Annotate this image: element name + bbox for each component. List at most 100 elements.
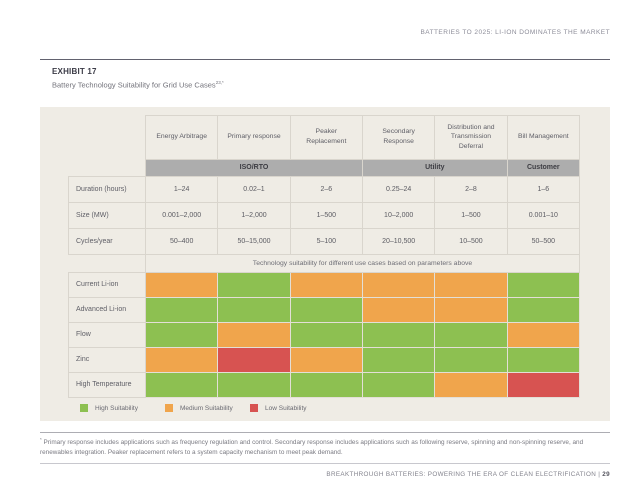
parameter-value-cell: 5–100 (289, 227, 363, 255)
suitability-cell-high (144, 321, 219, 348)
legend-label: Medium Suitability (180, 404, 233, 412)
legend-label: High Suitability (95, 404, 138, 412)
group-band-row: ISO/RTO Utility Customer (69, 158, 581, 177)
parameter-row: Duration (hours) 1–24 0.02–1 2–6 0.25–24 2–8 1… (68, 175, 581, 203)
parameter-value-cell: 0.02–1 (217, 175, 291, 203)
low-suitability-swatch-icon (250, 404, 258, 412)
parameter-value-cell: 1–500 (289, 201, 363, 229)
parameter-value-cell: 50–15,000 (217, 227, 291, 255)
technology-row-label: Advanced Li-ion (68, 296, 146, 323)
suitability-cell-low (217, 346, 291, 373)
suitability-legend: High Suitability Medium Suitability Low Su… (68, 398, 580, 419)
page-footer: BREAKTHROUGH BATTERIES: POWERING THE ERA… (40, 471, 610, 479)
parameter-row-label: Cycles/year (68, 227, 146, 255)
suitability-cell-medium (289, 271, 363, 298)
column-header: Distribution and Transmission Deferral (434, 114, 508, 160)
parameter-value-cell: 50–400 (144, 227, 219, 255)
suitability-cell-medium (217, 321, 291, 348)
parameter-value-cell: 1–2,000 (217, 201, 291, 229)
column-header-row: Energy Arbitrage Primary response Peaker R… (69, 114, 581, 160)
header-rule (40, 59, 610, 60)
suitability-cell-medium (289, 346, 363, 373)
exhibit-title-text: Battery Technology Suitability for Grid … (52, 80, 216, 90)
suitability-cell-high (217, 296, 291, 323)
page-header-title: BATTERIES TO 2025: LI-ION DOMINATES THE … (420, 29, 610, 36)
group-band-iso-rto: ISO/RTO (145, 158, 363, 177)
column-header: Bill Management (506, 114, 581, 160)
medium-suitability-swatch-icon (165, 404, 173, 412)
suitability-banner: Technology suitability for different use… (145, 253, 580, 273)
suitability-cell-high (361, 371, 436, 398)
suitability-cell-high (361, 321, 436, 348)
legend-label: Low Suitability (265, 404, 307, 412)
technology-row: Zinc (68, 346, 581, 373)
suitability-cell-high (289, 321, 363, 348)
footnote-rule-top (40, 431, 610, 433)
suitability-cell-high (289, 371, 363, 398)
parameter-value-cell: 0.001–2,000 (144, 201, 219, 229)
page-number: 29 (602, 471, 610, 479)
legend-item-low: Low Suitability (250, 404, 307, 412)
exhibit-title-superscript: 23,* (215, 80, 224, 85)
parameter-value-cell: 2–6 (289, 175, 363, 203)
suitability-cell-high (506, 271, 581, 298)
corner-cell (69, 115, 146, 159)
suitability-cell-medium (434, 271, 508, 298)
suitability-cell-high (506, 296, 581, 323)
parameter-value-cell: 1–500 (434, 201, 508, 229)
suitability-cell-high (144, 371, 219, 398)
column-header: Energy Arbitrage (144, 114, 219, 160)
parameter-value-cell: 1–6 (506, 175, 581, 203)
technology-row: Current Li-ion (68, 271, 581, 298)
suitability-cell-low (506, 371, 581, 398)
column-header: Primary response (217, 114, 291, 160)
group-band-utility: Utility (361, 158, 508, 177)
parameter-value-cell: 50–500 (506, 227, 581, 255)
exhibit-title: Battery Technology Suitability for Grid … (52, 78, 610, 91)
parameter-value-cell: 0.25–24 (361, 175, 436, 203)
suitability-cell-medium (434, 371, 508, 398)
exhibit-table-block: Energy Arbitrage Primary response Peaker R… (40, 106, 610, 421)
footnote-rule-bottom (40, 463, 610, 465)
technology-row-label: Current Li-ion (68, 271, 146, 298)
parameter-value-cell: 0.001–10 (506, 201, 581, 229)
suitability-cell-high (217, 271, 291, 298)
suitability-cell-high (506, 346, 581, 373)
suitability-cell-medium (361, 271, 436, 298)
column-header: Peaker Replacement (289, 114, 363, 160)
footnote-marker: * (40, 436, 42, 442)
technology-row-label: High Temperature (68, 371, 146, 398)
suitability-table: Energy Arbitrage Primary response Peaker R… (68, 114, 581, 398)
suitability-cell-high (289, 296, 363, 323)
high-suitability-swatch-icon (80, 404, 88, 412)
banner-spacer-cell (69, 254, 146, 272)
parameter-row: Size (MW) 0.001–2,000 1–2,000 1–500 10–2,000… (68, 201, 581, 229)
parameter-value-cell: 2–8 (434, 175, 508, 203)
suitability-cell-high (217, 371, 291, 398)
parameter-row: Cycles/year 50–400 50–15,000 5–100 20–10,500… (68, 227, 581, 255)
suitability-cell-medium (144, 271, 219, 298)
suitability-cell-high (434, 346, 508, 373)
footnote-text: Primary response includes applications s… (40, 438, 584, 457)
banner-row: Technology suitability for different use… (69, 253, 580, 273)
page-footer-title: BREAKTHROUGH BATTERIES: POWERING THE ERA… (326, 471, 601, 479)
suitability-cell-medium (144, 346, 219, 373)
technology-row: Flow (68, 321, 581, 348)
exhibit-label: EXHIBIT 17 (52, 67, 97, 76)
suitability-cell-medium (434, 296, 508, 323)
suitability-cell-medium (361, 296, 436, 323)
legend-item-medium: Medium Suitability (165, 404, 250, 412)
band-spacer-cell (69, 159, 146, 176)
parameter-value-cell: 1–24 (144, 175, 219, 203)
legend-item-high: High Suitability (80, 404, 165, 412)
technology-row: High Temperature (68, 371, 581, 398)
footnote: * Primary response includes applications… (40, 436, 610, 460)
suitability-cell-high (434, 321, 508, 348)
suitability-cell-high (361, 346, 436, 373)
parameter-row-label: Size (MW) (68, 201, 146, 229)
parameter-row-label: Duration (hours) (68, 175, 146, 203)
technology-row: Advanced Li-ion (68, 296, 581, 323)
technology-row-label: Flow (68, 321, 146, 348)
technology-row-label: Zinc (68, 346, 146, 373)
